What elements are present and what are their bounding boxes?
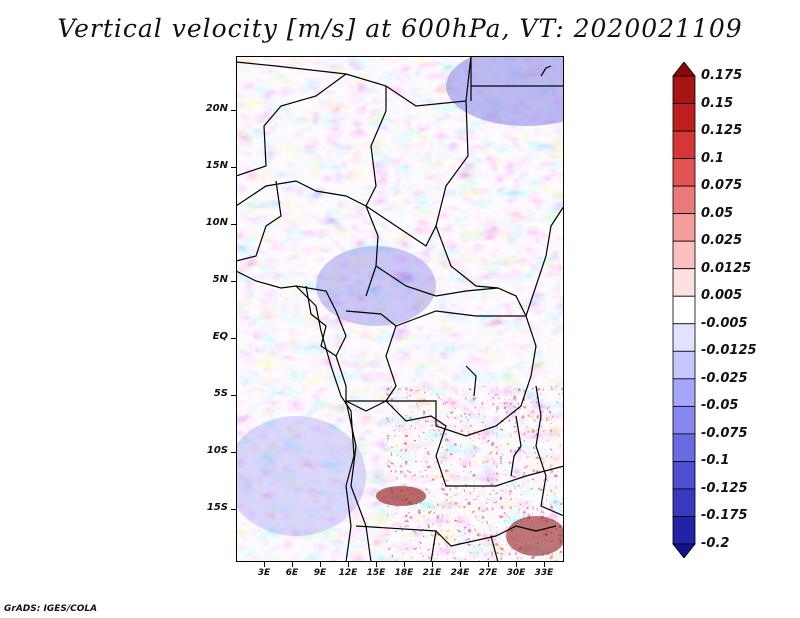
velocity-field-map	[236, 56, 564, 562]
lon-tick	[460, 562, 461, 567]
lon-label-9e: 9E	[313, 568, 327, 578]
colorbar-segment	[672, 323, 696, 352]
colorbar-segment	[672, 350, 696, 380]
lon-tick	[292, 562, 293, 567]
lon-tick	[432, 562, 433, 567]
lat-tick	[231, 110, 236, 111]
colorbar-bottom-arrow	[672, 543, 696, 558]
lat-tick	[231, 452, 236, 453]
colorbar-label: 0.125	[701, 123, 743, 139]
lon-tick	[320, 562, 321, 567]
lon-label-15e: 15E	[366, 568, 386, 578]
lon-label-18e: 18E	[394, 568, 414, 578]
colorbar-label: -0.125	[701, 480, 748, 496]
lat-label-eq: EQ	[212, 331, 228, 342]
map-title: Vertical velocity [m/s] at 600hPa, VT: 2…	[57, 14, 743, 43]
lon-tick	[516, 562, 517, 567]
colorbar-label: 0.05	[701, 205, 734, 221]
colorbar-label: -0.1	[701, 453, 730, 469]
velocity-field-svg	[236, 56, 564, 562]
lat-tick	[231, 395, 236, 396]
lon-label-21e: 21E	[422, 568, 442, 578]
lat-label-20n: 20N	[205, 103, 228, 114]
descent-zone-southwest	[236, 416, 366, 536]
colorbar-label: -0.05	[701, 398, 739, 414]
colorbar-segment	[672, 461, 696, 490]
lon-tick	[264, 562, 265, 567]
lon-label-27e: 27E	[478, 568, 498, 578]
colorbar-label: 0.1	[701, 150, 725, 166]
lon-label-3e: 3E	[257, 568, 271, 578]
colorbar-label: 0.025	[701, 233, 743, 249]
colorbar-segment	[672, 488, 696, 517]
colorbar-segment	[672, 268, 696, 297]
colorbar-label: -0.005	[701, 315, 748, 331]
colorbar-label: 0.175	[701, 68, 743, 83]
lon-tick	[544, 562, 545, 567]
lat-label-5s: 5S	[213, 388, 228, 399]
lon-tick	[348, 562, 349, 567]
colorbar-segment	[672, 75, 696, 104]
colorbar-top-arrow	[672, 62, 696, 77]
lon-label-30e: 30E	[506, 568, 526, 578]
lon-tick	[376, 562, 377, 567]
colorbar-segment	[672, 405, 696, 435]
colorbar-label: 0.075	[701, 178, 743, 194]
colorbar-label: -0.175	[701, 508, 748, 524]
descent-zone-central	[316, 246, 436, 326]
colorbar-segment	[672, 130, 696, 159]
colorbar-segment	[672, 213, 696, 242]
lon-tick	[488, 562, 489, 567]
lat-tick	[231, 281, 236, 282]
lon-label-12e: 12E	[338, 568, 358, 578]
lat-label-15s: 15S	[206, 502, 228, 513]
colorbar-segment	[672, 103, 696, 132]
lat-tick	[231, 509, 236, 510]
colorbar-segment	[672, 185, 696, 215]
strong-ascent-15e-16s	[376, 486, 426, 506]
lat-label-10s: 10S	[206, 445, 228, 456]
colorbar-label: -0.2	[701, 536, 730, 551]
colorbar-label: -0.075	[701, 425, 748, 441]
lat-label-15n: 15N	[205, 160, 228, 171]
colorbar-label: 0.0125	[701, 260, 752, 276]
lat-tick	[231, 338, 236, 339]
grads-credit: GrADS: IGES/COLA	[4, 604, 98, 614]
lat-tick	[231, 167, 236, 168]
colorbar-segment	[672, 295, 696, 325]
lon-tick	[404, 562, 405, 567]
lat-label-5n: 5N	[212, 274, 228, 285]
country-borders	[236, 56, 564, 562]
colorbar-label: -0.0125	[701, 343, 757, 359]
lat-tick	[231, 224, 236, 225]
colorbar-label: 0.15	[701, 95, 734, 111]
colorbar-label: 0.005	[701, 288, 743, 304]
lon-label-24e: 24E	[450, 568, 470, 578]
colorbar	[672, 62, 696, 558]
lon-label-6e: 6E	[285, 568, 299, 578]
colorbar-segment	[672, 378, 696, 407]
colorbar-segment	[672, 240, 696, 270]
lat-label-10n: 10N	[205, 217, 228, 228]
colorbar-segment	[672, 433, 696, 462]
colorbar-segment	[672, 516, 696, 545]
lon-label-33e: 33E	[534, 568, 554, 578]
colorbar-label: -0.025	[701, 370, 748, 386]
colorbar-segment	[672, 158, 696, 187]
descent-zone-northeast	[446, 56, 564, 126]
strong-ascent-31e-18s	[506, 516, 564, 556]
